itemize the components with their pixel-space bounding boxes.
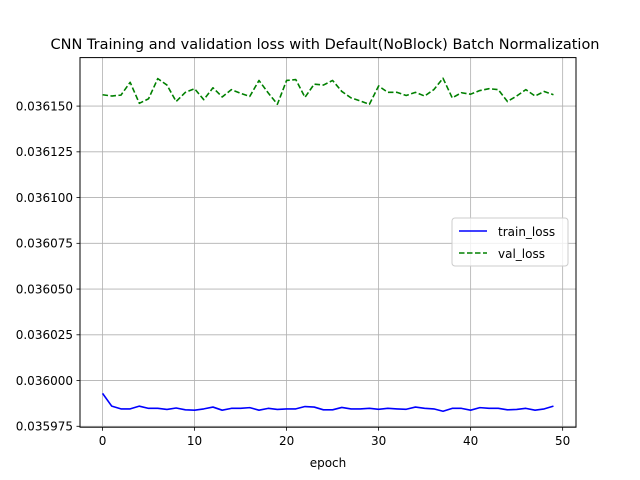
legend-label-val-loss: val_loss (498, 247, 545, 261)
y-tick-label: 0.036025 (16, 328, 73, 342)
y-axis-ticks: 0.035975 0.036000 0.036025 0.036050 0.036075… (16, 99, 80, 434)
y-tick-label: 0.036150 (16, 99, 73, 113)
chart-title: CNN Training and validation loss with De… (50, 37, 599, 53)
legend: train_loss val_loss (451, 217, 569, 267)
x-tick-label: 40 (463, 434, 478, 448)
legend-label-train-loss: train_loss (498, 225, 555, 239)
x-tick-label: 10 (187, 434, 202, 448)
x-tick-label: 30 (371, 434, 386, 448)
legend-box (451, 217, 569, 267)
x-axis-ticks: 0 10 20 30 40 50 (99, 427, 570, 448)
plot-frame (79, 57, 577, 428)
x-tick-label: 20 (279, 434, 294, 448)
series-line-val-loss (102, 77, 554, 106)
y-tick-label: 0.035975 (16, 420, 73, 434)
y-tick-label: 0.036075 (16, 237, 73, 251)
series-line-train-loss (101, 392, 554, 413)
y-tick-label: 0.036100 (16, 191, 73, 205)
y-tick-label: 0.036050 (16, 282, 73, 296)
y-tick-label: 0.036125 (16, 145, 73, 159)
x-axis-label: epoch (310, 456, 347, 470)
series-layer (101, 77, 554, 413)
x-tick-label: 0 (99, 434, 107, 448)
x-tick-label: 50 (555, 434, 570, 448)
y-tick-label: 0.036000 (16, 374, 73, 388)
